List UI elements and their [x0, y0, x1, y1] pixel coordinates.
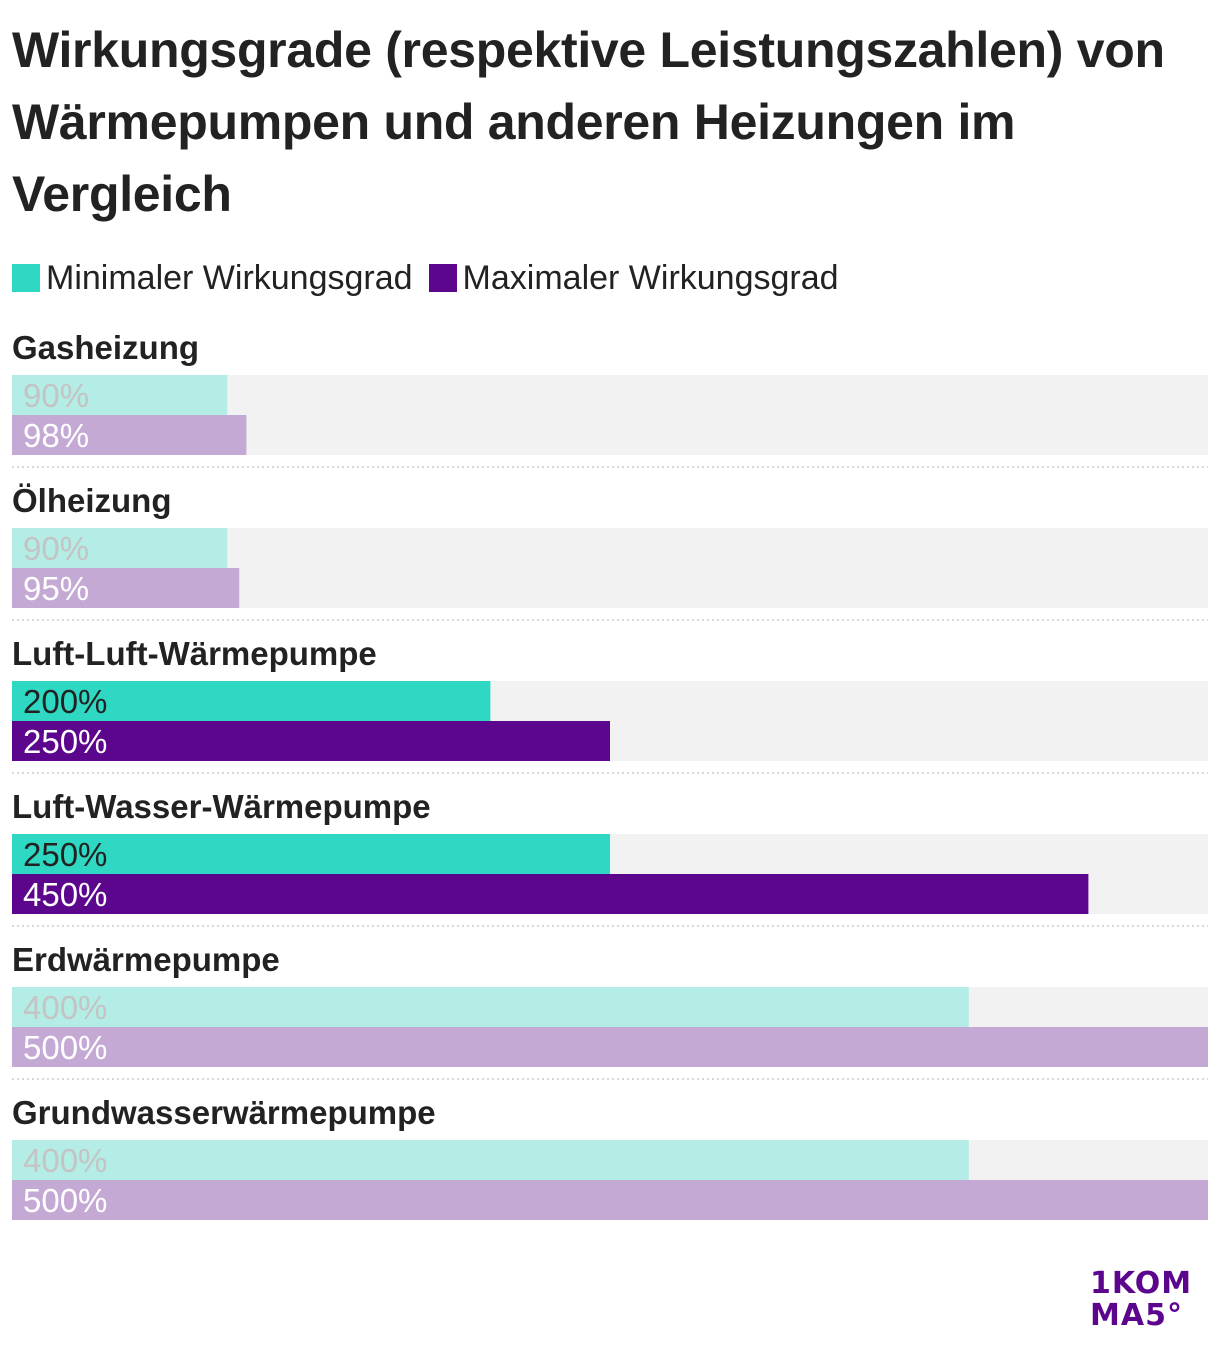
- bar-max: [12, 415, 247, 455]
- legend-label-min: Minimaler Wirkungsgrad: [46, 258, 413, 297]
- data-label: 500%: [23, 1029, 107, 1066]
- data-label: 98%: [23, 417, 89, 454]
- data-label: 95%: [23, 570, 89, 607]
- category-label: Luft-Wasser-Wärmepumpe: [12, 788, 431, 825]
- bar-min: [12, 681, 491, 721]
- data-label: 400%: [23, 989, 107, 1026]
- data-label: 90%: [23, 377, 89, 414]
- legend-label-max: Maximaler Wirkungsgrad: [462, 258, 839, 297]
- legend-item-max: Maximaler Wirkungsgrad: [428, 258, 839, 298]
- data-label: 400%: [23, 1142, 107, 1179]
- bar-max: [12, 1027, 1208, 1067]
- category-label: Luft-Luft-Wärmepumpe: [12, 635, 377, 672]
- data-label: 90%: [23, 530, 89, 567]
- data-label: 500%: [23, 1182, 107, 1219]
- bar-min: [12, 375, 228, 415]
- bar-min: [12, 528, 228, 568]
- data-label: 450%: [23, 876, 107, 913]
- legend: Minimaler Wirkungsgrad Maximaler Wirkung…: [12, 256, 855, 300]
- logo-line-1: 1KOM: [1090, 1266, 1193, 1301]
- data-label: 250%: [23, 836, 107, 873]
- chart-title: Wirkungsgrade (respektive Leistungszahle…: [12, 22, 1165, 222]
- category-label: Erdwärmepumpe: [12, 941, 280, 978]
- category-label: Ölheizung: [12, 482, 172, 519]
- category-label: Grundwasserwärmepumpe: [12, 1094, 436, 1131]
- data-label: 200%: [23, 683, 107, 720]
- legend-item-min: Minimaler Wirkungsgrad: [12, 259, 413, 298]
- bar-max: [12, 568, 240, 608]
- bar-min: [12, 1140, 969, 1180]
- legend-swatch-max: [428, 264, 457, 292]
- legend-swatch-min: [12, 264, 40, 292]
- bar-max: [12, 721, 610, 761]
- bar-min: [12, 987, 969, 1027]
- bar-max: [12, 874, 1089, 914]
- category-label: Gasheizung: [12, 329, 199, 366]
- brand-logo: 1KOM MA5°: [1090, 1268, 1200, 1332]
- logo-line-2: MA5°: [1090, 1298, 1183, 1333]
- bar-min: [12, 834, 610, 874]
- bar-max: [12, 1180, 1208, 1220]
- data-label: 250%: [23, 723, 107, 760]
